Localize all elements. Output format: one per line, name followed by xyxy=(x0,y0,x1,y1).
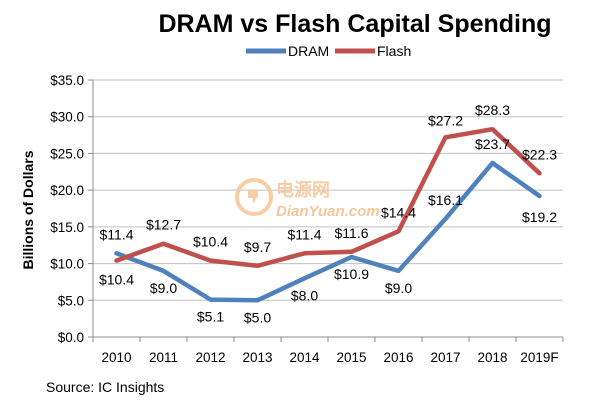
y-tick-label: $15.0 xyxy=(50,220,84,235)
data-label-flash: $9.7 xyxy=(244,239,271,255)
data-label-flash: $11.4 xyxy=(288,226,322,242)
watermark-plug-icon xyxy=(248,190,258,204)
legend-label-dram: DRAM xyxy=(288,43,329,59)
series-lines xyxy=(114,126,542,303)
chart-title: DRAM vs Flash Capital Spending xyxy=(158,10,551,38)
data-label-flash: $22.3 xyxy=(522,146,557,162)
legend: DRAM Flash xyxy=(246,43,411,59)
watermark-cn: 电源网 xyxy=(276,179,330,201)
watermark-logo-icon xyxy=(235,178,273,216)
x-tick-label: 2011 xyxy=(149,350,178,365)
data-label-dram: $11.4 xyxy=(100,226,134,242)
y-tick-label: $30.0 xyxy=(50,110,84,125)
y-tick-label: $35.0 xyxy=(50,73,84,88)
x-tick-label: 2019F xyxy=(520,350,558,365)
x-tick-label: 2012 xyxy=(195,350,225,365)
x-tick-label: 2018 xyxy=(477,350,507,365)
y-tick-label: $5.0 xyxy=(58,293,84,308)
x-tick-label: 2013 xyxy=(242,350,272,365)
y-tick-label: $10.0 xyxy=(50,257,84,272)
y-axis-ticks: $0.0 $5.0 $10.0 $15.0 $20.0 $25.0 $30.0 $35.0 xyxy=(50,73,84,345)
data-label-dram: $9.0 xyxy=(385,280,412,296)
data-label-dram: $9.0 xyxy=(150,280,177,296)
legend-label-flash: Flash xyxy=(377,43,411,59)
y-tick-label: $0.0 xyxy=(58,330,84,345)
x-tick-label: 2015 xyxy=(336,350,366,365)
data-label-flash: $12.7 xyxy=(146,217,181,233)
data-label-flash: $10.4 xyxy=(99,272,134,288)
x-tick-label: 2017 xyxy=(430,350,460,365)
gridlines xyxy=(88,79,563,338)
data-label-dram: $10.9 xyxy=(334,266,369,282)
data-label-dram: $23.7 xyxy=(475,136,510,152)
y-axis-label: Billions of Dollars xyxy=(20,150,36,269)
x-tick-label: 2014 xyxy=(289,350,320,365)
watermark-site: DianYuan.com xyxy=(276,203,380,220)
x-tick-label: 2010 xyxy=(101,350,131,365)
data-label-flash: $10.4 xyxy=(193,234,228,250)
source-note: Source: IC Insights xyxy=(46,379,164,395)
data-label-flash: $27.2 xyxy=(428,112,463,128)
series-line-flash xyxy=(114,126,542,269)
data-label-dram: $5.0 xyxy=(244,309,271,325)
data-label-dram: $5.1 xyxy=(197,309,224,325)
data-label-dram: $19.2 xyxy=(522,209,557,225)
y-tick-label: $20.0 xyxy=(50,183,84,198)
series-line-dram xyxy=(114,160,542,303)
data-labels: $10.4 $11.4 $12.7 $9.0 $10.4 $5.1 $9.7 $5.0 $11.… xyxy=(99,102,557,325)
data-label-flash: $14.4 xyxy=(381,204,416,220)
data-label-flash: $11.6 xyxy=(335,225,369,241)
y-tick-label: $25.0 xyxy=(50,146,84,161)
watermark: 电源网 DianYuan.com xyxy=(235,178,380,220)
data-label-flash: $28.3 xyxy=(475,102,510,118)
data-label-dram: $16.1 xyxy=(428,192,463,208)
x-tick-label: 2016 xyxy=(383,350,413,365)
data-label-dram: $8.0 xyxy=(291,287,318,303)
x-axis-ticks: 2010 2011 2012 2013 2014 2015 2016 2017 2018 2019… xyxy=(92,337,564,365)
